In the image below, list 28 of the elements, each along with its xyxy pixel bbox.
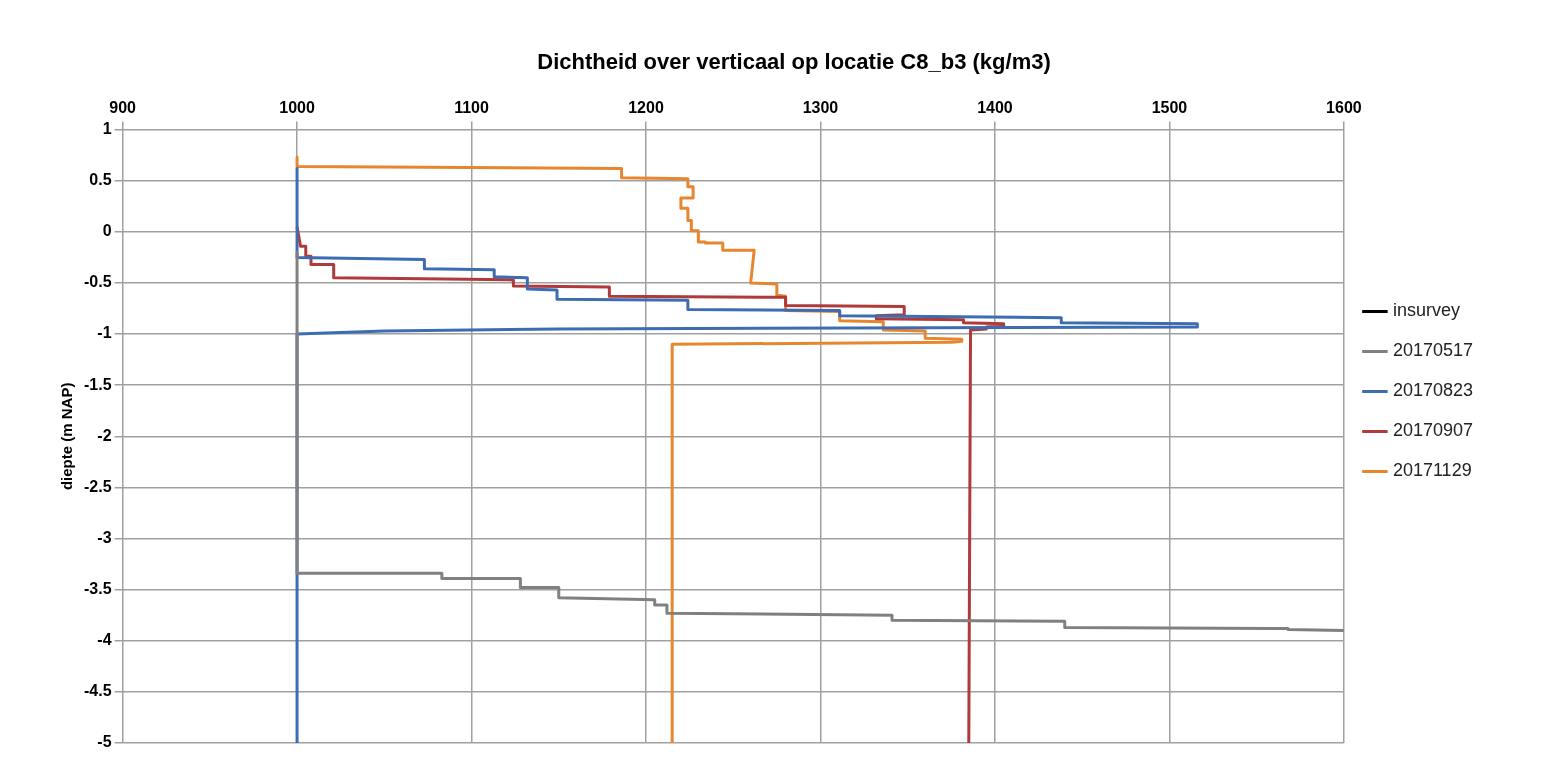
x-tick-label: 1100 (454, 99, 489, 117)
legend-label: 20170907 (1392, 420, 1524, 441)
y-tick-label: -3.5 (83, 580, 112, 598)
y-axis-title: diepte (m NAP) (58, 382, 76, 491)
y-tick-label: -5 (97, 733, 112, 751)
x-tick-label: 1300 (802, 99, 839, 117)
legend-label: 20170823 (1392, 380, 1524, 401)
legend-label: 20171129 (1392, 460, 1522, 481)
y-tick-label: -1 (97, 324, 112, 342)
y-tick-label: -0.5 (83, 273, 112, 291)
y-tick-label: -4.5 (83, 682, 112, 700)
y-tick-label: -2.5 (83, 477, 112, 495)
chart-title: Dichtheid over verticaal op locatie C8_b3 (kg/m3) (537, 49, 1051, 75)
x-tick-label: 1200 (628, 99, 664, 117)
y-tick-label: -3 (97, 528, 112, 546)
x-tick-label: 900 (109, 99, 137, 117)
y-tick-label: -4 (97, 631, 112, 649)
x-tick-label: 1000 (279, 99, 315, 117)
x-tick-label: 1400 (977, 99, 1013, 117)
y-tick-label: -2 (97, 426, 112, 444)
y-tick-label: 0.5 (89, 171, 112, 189)
legend-label: insurvey (1392, 300, 1510, 321)
x-tick-label: 1600 (1326, 99, 1362, 117)
x-tick-label: 1500 (1151, 99, 1188, 117)
y-tick-label: 1 (102, 120, 112, 138)
legend-label: 20170517 (1392, 340, 1524, 361)
y-tick-label: -1.5 (83, 375, 112, 393)
y-tick-label: 0 (102, 222, 112, 240)
